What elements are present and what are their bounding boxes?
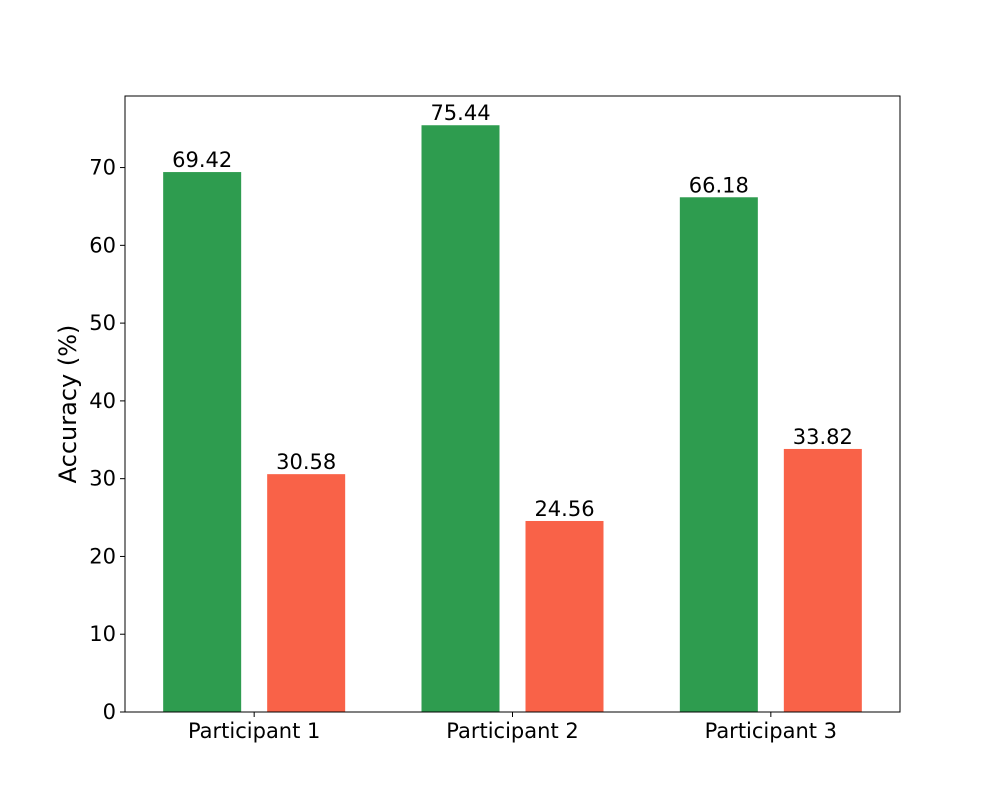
y-tick-label: 10 [89,622,116,646]
bar-value-label: 69.42 [172,148,232,172]
data-labels-group: 69.42 30.58 75.44 24.56 66.18 33.82 [172,101,853,521]
bar [267,474,346,712]
bar-value-label: 66.18 [689,173,749,197]
y-tick-label: 50 [89,311,116,335]
bar-value-label: 33.82 [793,425,853,449]
y-tick-label: 20 [89,544,116,568]
plot-frame [124,95,901,713]
x-tick-label: Participant 1 [188,719,320,743]
bar [163,172,242,713]
bar [783,448,862,712]
y-tick-label: 30 [89,467,116,491]
x-tick-label: Participant 2 [446,719,578,743]
bars-group [163,125,862,713]
bar-value-label: 30.58 [276,450,336,474]
plot-background [125,96,900,712]
bar [421,125,500,712]
y-tick-label: 40 [89,389,116,413]
y-tick-label: 70 [89,156,116,180]
bar-value-label: 75.44 [430,101,490,125]
bar [525,520,604,712]
y-axis: 0 10 20 30 40 50 60 70 [89,156,125,724]
bar-value-label: 24.56 [534,497,594,521]
y-axis-title: Accuracy (%) [54,325,82,484]
y-tick-label: 60 [89,233,116,257]
x-tick-label: Participant 3 [705,719,837,743]
bar [679,197,758,712]
y-tick-label: 0 [103,700,116,724]
x-axis: Participant 1 Participant 2 Participant 3 [188,712,837,743]
